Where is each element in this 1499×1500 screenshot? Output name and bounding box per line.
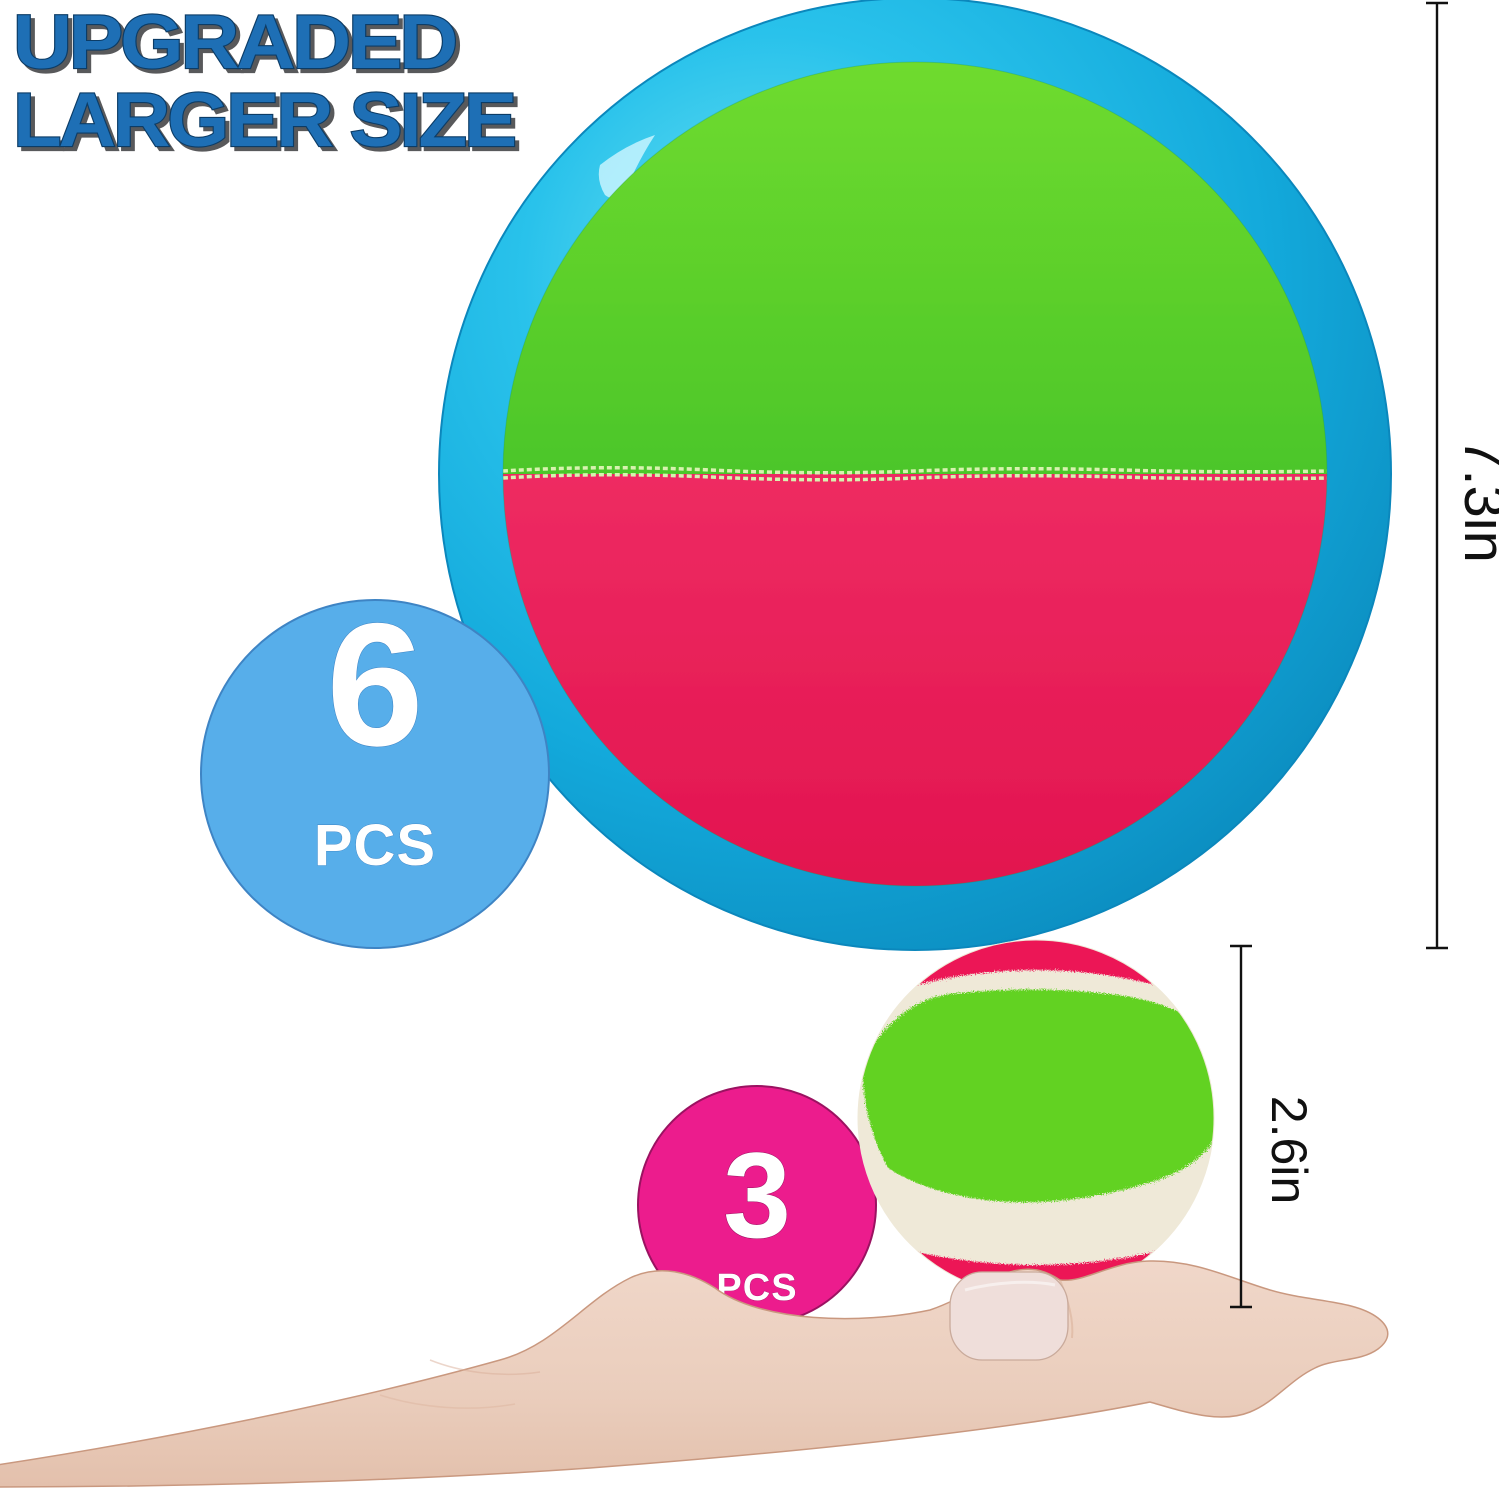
svg-text:2.6in: 2.6in (1261, 1096, 1317, 1204)
svg-text:7.3in: 7.3in (1452, 437, 1499, 563)
